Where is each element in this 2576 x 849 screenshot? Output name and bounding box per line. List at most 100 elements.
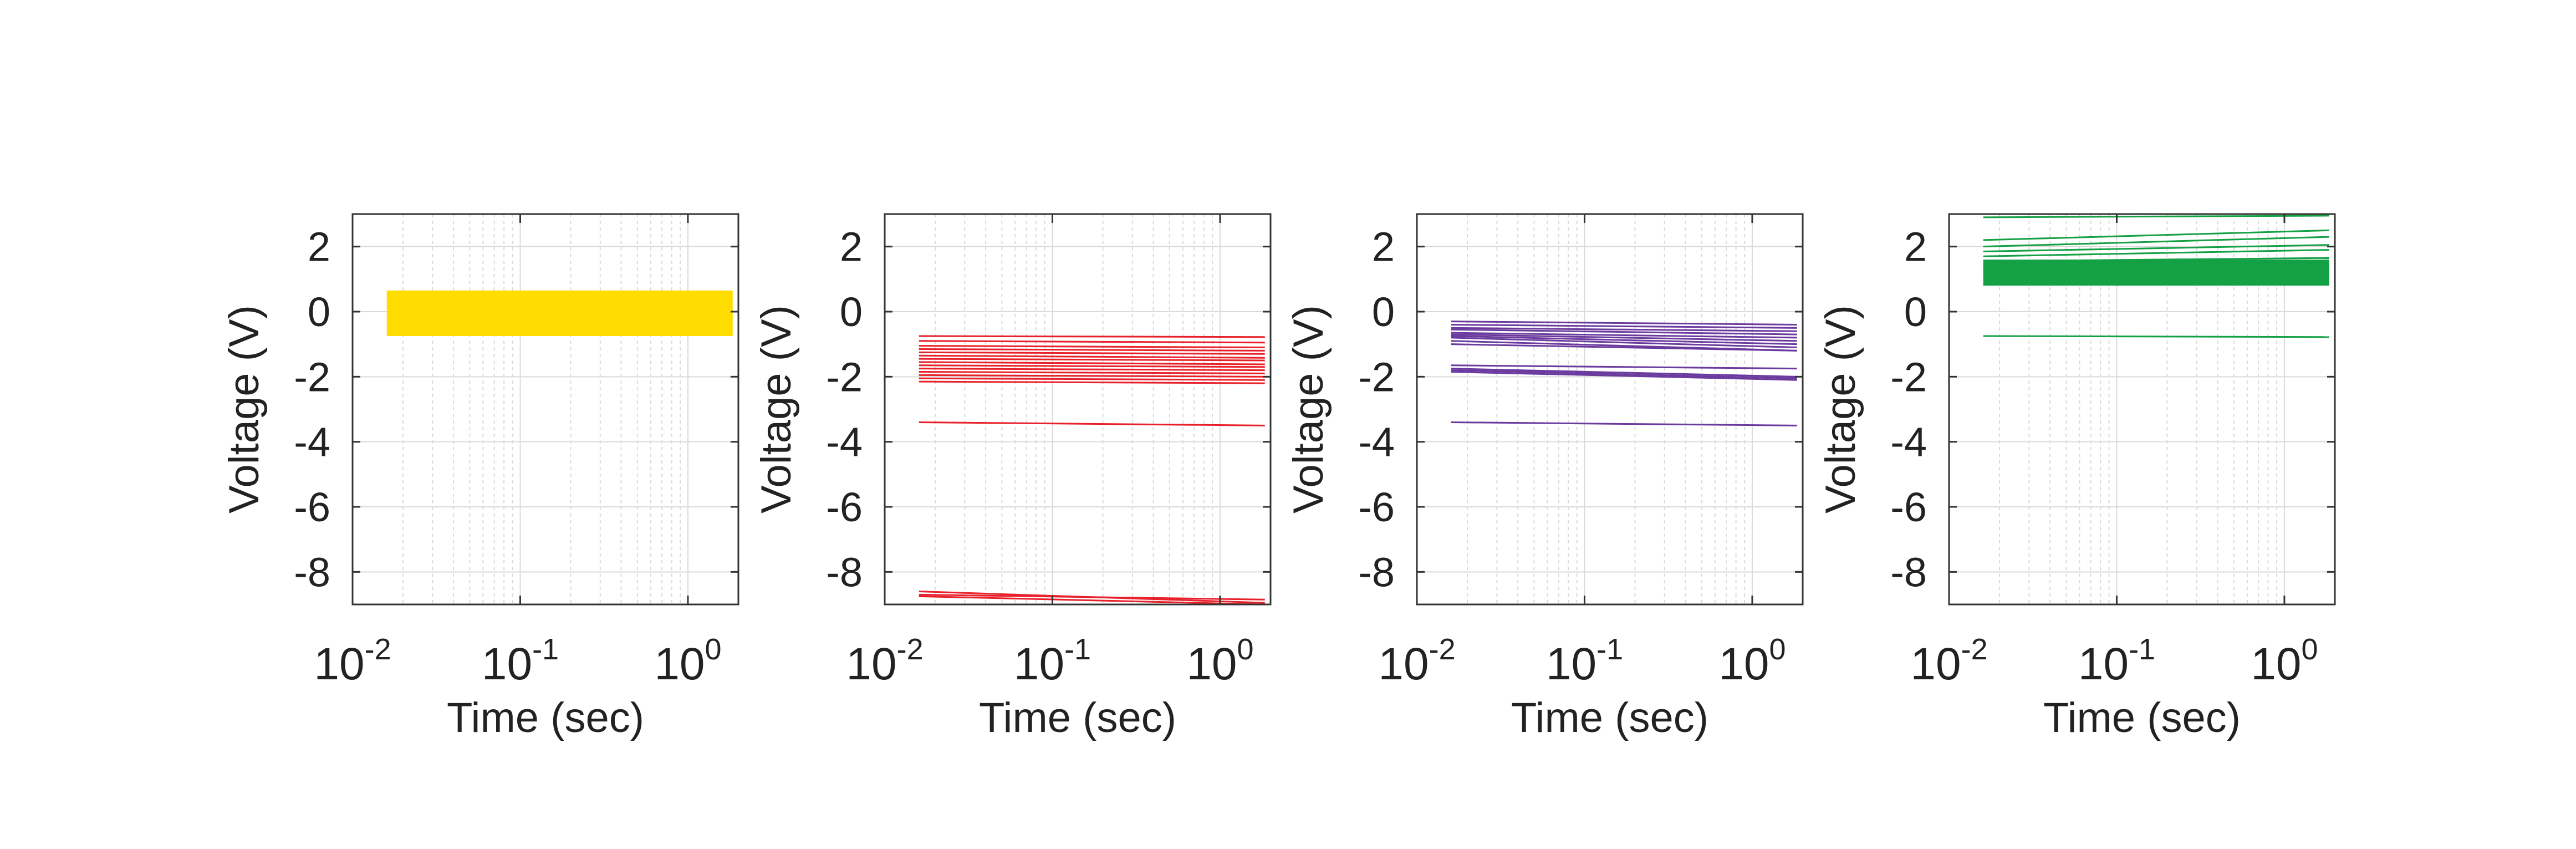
trace-line: [919, 335, 1265, 338]
x-tick-label: 10-1: [482, 633, 559, 689]
y-tick-label: -2: [826, 354, 863, 400]
data-layer: [919, 335, 1265, 604]
trace-line: [1451, 321, 1797, 326]
y-tick-label: 2: [1372, 224, 1395, 270]
data-layer: [386, 290, 733, 336]
trace-line: [1983, 236, 2329, 248]
y-tick-label: -8: [1890, 549, 1927, 595]
trace-line: [919, 368, 1265, 372]
trace-line: [1451, 328, 1797, 335]
y-tick-label: -6: [1890, 484, 1927, 530]
trace-line: [1983, 215, 2329, 218]
x-tick-label: 10-1: [1014, 633, 1091, 689]
trace-line: [1983, 265, 2329, 269]
x-axis-label: Time (sec): [447, 694, 644, 741]
trace-line: [919, 374, 1265, 378]
trace-line: [1451, 327, 1797, 332]
trace-line: [919, 345, 1265, 349]
trace-line: [919, 593, 1265, 601]
x-tick-label: 10-2: [314, 633, 391, 689]
y-tick-label: -8: [826, 549, 863, 595]
x-tick-label: 100: [1718, 633, 1786, 689]
trace-line: [1983, 274, 2329, 278]
y-tick-label: 2: [308, 224, 330, 270]
x-axis-label: Time (sec): [1511, 694, 1708, 741]
trace-line: [1451, 364, 1797, 370]
axes-frame: [1948, 213, 2336, 606]
data-layer: [1983, 215, 2329, 338]
y-tick-label: -4: [294, 419, 330, 465]
trace-line: [919, 351, 1265, 355]
trace-line: [919, 354, 1265, 359]
y-tick-label: 0: [308, 289, 330, 335]
y-tick-label: 2: [840, 224, 863, 270]
y-axis-label: Voltage (V): [1285, 305, 1332, 514]
trace-line: [919, 371, 1265, 374]
x-axis-label: Time (sec): [2043, 694, 2241, 741]
y-axis-label: Voltage (V): [221, 305, 268, 514]
trace-line: [1451, 369, 1797, 379]
x-tick-label: 100: [654, 633, 721, 689]
trace-line: [1451, 323, 1797, 329]
trace-line: [919, 358, 1265, 362]
trace-line: [1451, 368, 1797, 378]
trace-line: [1451, 421, 1797, 426]
trace-line: [919, 364, 1265, 368]
x-tick-label: 10-1: [1546, 633, 1623, 689]
y-tick-label: -6: [826, 484, 863, 530]
trace-line: [919, 595, 1265, 604]
trace-line: [1451, 332, 1797, 339]
trace-line: [1983, 278, 2329, 282]
y-tick-label: -8: [1358, 549, 1395, 595]
x-tick-label: 10-2: [1910, 633, 1987, 689]
y-tick-label: -2: [294, 354, 330, 400]
x-tick-label: 100: [2251, 633, 2318, 689]
trace-line: [919, 348, 1265, 352]
trace-line: [1983, 244, 2329, 252]
y-tick-label: -6: [294, 484, 330, 530]
y-tick-label: 2: [1904, 224, 1927, 270]
trace-line: [1451, 335, 1797, 345]
y-tick-label: -2: [1358, 354, 1395, 400]
data-layer: [1451, 321, 1797, 426]
trace-line: [1983, 335, 2329, 338]
y-tick-label: -4: [1890, 419, 1927, 465]
trace-line: [919, 340, 1265, 344]
trace-line: [919, 377, 1265, 381]
x-axis-label: Time (sec): [979, 694, 1176, 741]
y-tick-label: 0: [1904, 289, 1927, 335]
trace-line: [1451, 337, 1797, 349]
trace-line: [1983, 268, 2329, 272]
trace-line: [1983, 229, 2329, 241]
trace-line: [919, 380, 1265, 384]
x-tick-label: 10-2: [1378, 633, 1455, 689]
trace-band: [386, 290, 733, 336]
trace-line: [1983, 257, 2329, 262]
trace-line: [1983, 281, 2329, 285]
y-tick-label: -4: [1358, 419, 1395, 465]
axes-frame: [1416, 213, 1804, 606]
trace-line: [1451, 371, 1797, 381]
y-axis-label: Voltage (V): [753, 305, 800, 514]
trace-line: [1983, 272, 2329, 276]
trace-line: [1451, 343, 1797, 352]
axes-frame: [351, 213, 739, 606]
x-tick-label: 10-1: [2078, 633, 2155, 689]
y-tick-label: 0: [840, 289, 863, 335]
trace-line: [1983, 262, 2329, 266]
trace-line: [919, 421, 1265, 426]
x-tick-label: 100: [1186, 633, 1253, 689]
x-tick-label: 10-2: [846, 633, 923, 689]
trace-line: [1983, 249, 2329, 257]
y-tick-label: -6: [1358, 484, 1395, 530]
axes-frame: [884, 213, 1272, 606]
y-tick-label: -2: [1890, 354, 1927, 400]
trace-line: [1451, 333, 1797, 342]
y-tick-label: -8: [294, 549, 330, 595]
y-tick-label: 0: [1372, 289, 1395, 335]
